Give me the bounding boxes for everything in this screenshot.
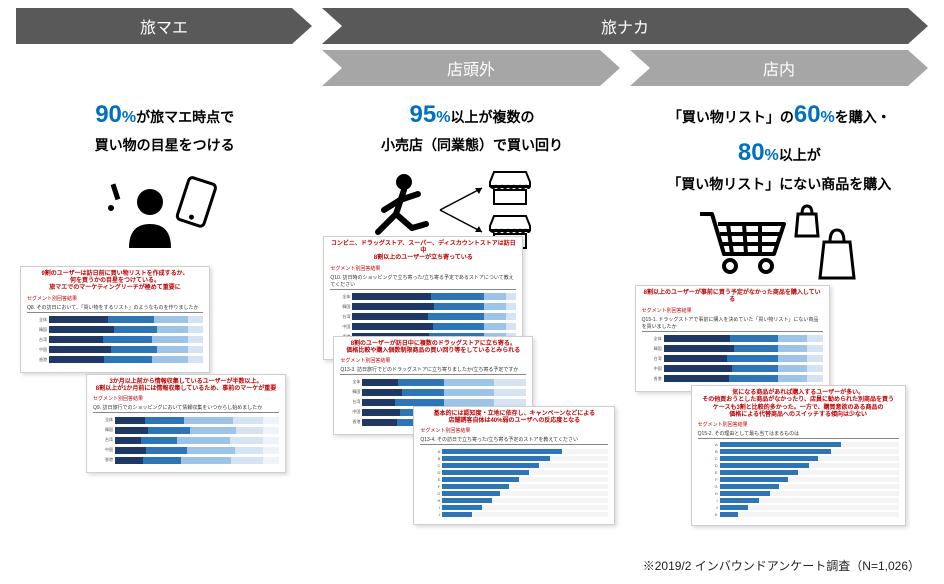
sub-stage-inside: 店内 bbox=[630, 50, 928, 86]
column-pre-travel: 90%が旅マエ時点で 買い物の目星をつける 9割のユーザーは訪日前に買い物リスト… bbox=[16, 96, 313, 555]
col3-big1: 60 bbox=[794, 101, 821, 128]
sub-outside-label: 店頭外 bbox=[447, 56, 495, 80]
col2-pct: % bbox=[436, 109, 450, 126]
footnote: ※2019/2 インバウンドアンケート調査（N=1,026） bbox=[643, 557, 920, 574]
col1-big-number: 90 bbox=[95, 101, 122, 128]
col1-icon-zone bbox=[16, 166, 313, 256]
columns-container: 90%が旅マエ時点で 買い物の目星をつける 9割のユーザーは訪日前に買い物リスト… bbox=[0, 86, 944, 555]
column-inside-store: 「買い物リスト」の60%を購入・ 80%以上が 「買い物リスト」にない商品を購入 bbox=[631, 96, 928, 555]
stage-pre-label: 旅マエ bbox=[140, 14, 188, 38]
chart-c3b: 気になる商品があれば購入するユーザーが多い。その他買おうとした商品がなかったり、… bbox=[691, 385, 906, 526]
chart-c1a: 9割のユーザーは訪日前に買い物リストを作成するか、何を買うかの目星をつけている。… bbox=[20, 266, 210, 373]
col3-pct1: % bbox=[821, 109, 835, 126]
stage-header-row: 旅マエ 旅ナカ bbox=[0, 0, 944, 44]
chart-c2c: 基本的には認知度・立地に依存し、キャンペーンなどによる店舗誘客自体は40%弱のユ… bbox=[413, 406, 615, 525]
col2-big-number: 95 bbox=[410, 101, 437, 128]
col1-line1-rest: が旅マエ時点で bbox=[136, 109, 234, 125]
col1-headline: 90%が旅マエ時点で 買い物の目星をつける bbox=[95, 96, 235, 166]
col3-line1-post: を購入・ bbox=[835, 109, 891, 125]
col3-line1-pre: 「買い物リスト」の bbox=[668, 109, 794, 125]
chart-c1b: 3か月以上前から情報収集しているユーザーが半数以上。8割以上が1か月前には情報収… bbox=[86, 374, 286, 473]
col2-line1-rest: 以上が複数の bbox=[450, 109, 534, 125]
col3-line3: 「買い物リスト」にない商品を購入 bbox=[667, 176, 891, 192]
chart-c3a: 8割以上のユーザーが事前に買う予定がなかった商品を購入しているセグメント別回答結… bbox=[635, 285, 830, 391]
col1-line2: 買い物の目星をつける bbox=[95, 137, 235, 153]
col3-line2-rest: 以上が bbox=[779, 147, 821, 163]
col2-headline: 95%以上が複数の 小売店（同業態）で買い回り bbox=[381, 96, 563, 166]
col3-big2: 80 bbox=[738, 139, 765, 166]
column-outside-store: 95%以上が複数の 小売店（同業態）で買い回り bbox=[323, 96, 620, 555]
col3-headline: 「買い物リスト」の60%を購入・ 80%以上が 「買い物リスト」にない商品を購入 bbox=[667, 96, 891, 195]
stage-during-travel: 旅ナカ bbox=[322, 8, 928, 44]
col1-charts: 9割のユーザーは訪日前に買い物リストを作成するか、何を買うかの目星をつけている。… bbox=[16, 256, 313, 526]
sub-stage-outside: 店頭外 bbox=[322, 50, 620, 86]
stage-pre-travel: 旅マエ bbox=[16, 8, 312, 44]
col3-charts: 8割以上のユーザーが事前に買う予定がなかった商品を購入しているセグメント別回答結… bbox=[631, 285, 928, 555]
stage-during-label: 旅ナカ bbox=[601, 14, 649, 38]
cart-bags-icon bbox=[694, 200, 864, 280]
sub-spacer bbox=[16, 50, 312, 86]
col2-line2: 小売店（同業態）で買い回り bbox=[381, 137, 563, 153]
person-phone-icon bbox=[95, 166, 235, 256]
sub-inside-label: 店内 bbox=[763, 56, 795, 80]
col2-charts: コンビニ、ドラッグストア、スーパー、ディスカウントストアは訪日中8割以上のユーザ… bbox=[323, 256, 620, 526]
sub-stage-row: 店頭外 店内 bbox=[0, 44, 944, 86]
col3-pct2: % bbox=[765, 147, 779, 164]
col3-icon-zone bbox=[631, 195, 928, 285]
col1-pct: % bbox=[122, 109, 136, 126]
